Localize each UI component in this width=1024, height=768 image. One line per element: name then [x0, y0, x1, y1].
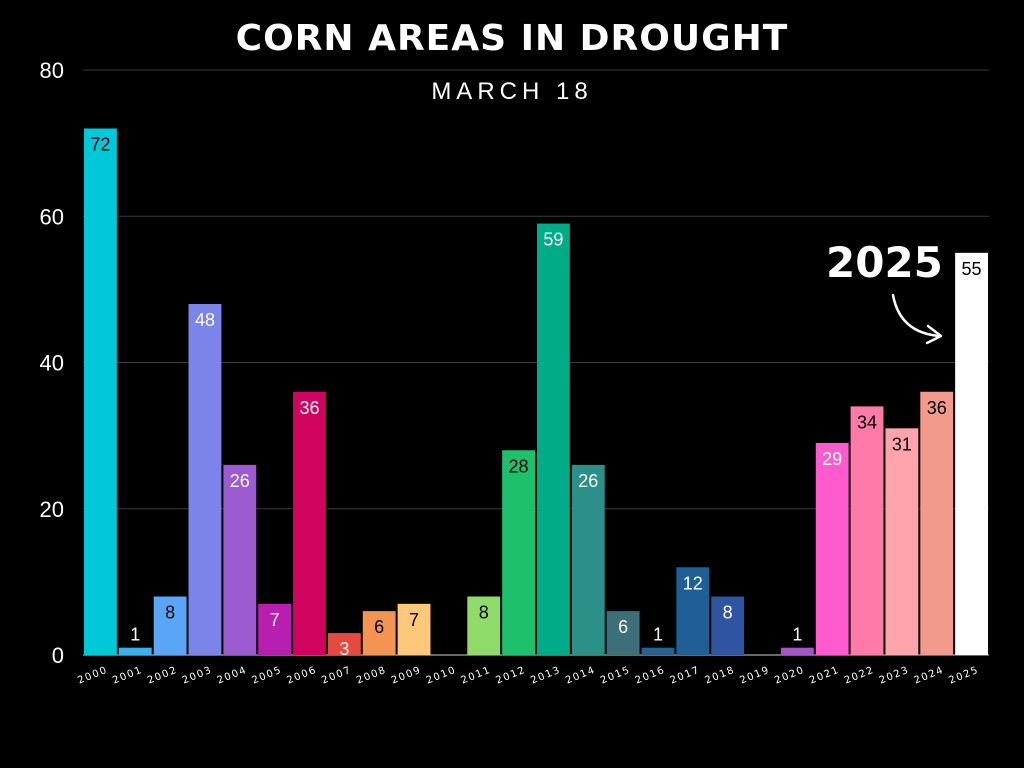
x-tick-label: 2019	[738, 665, 771, 687]
x-tick-label: 2003	[181, 665, 214, 687]
bar-2023	[885, 428, 919, 655]
x-tick-label: 2005	[250, 665, 283, 687]
bar-2014	[571, 464, 605, 655]
x-tick-label: 2020	[773, 665, 806, 687]
data-label-2005: 7	[270, 610, 280, 630]
bar-2003	[188, 304, 222, 655]
bar-2002	[153, 596, 187, 655]
bar-2001	[118, 647, 152, 655]
data-label-2002: 8	[165, 603, 175, 623]
y-tick-label: 20	[40, 497, 64, 522]
bar-2004	[223, 464, 257, 655]
x-tick-label: 2008	[355, 665, 388, 687]
x-tick-label: 2018	[703, 665, 736, 687]
x-tick-label: 2009	[390, 665, 423, 687]
data-label-2025: 55	[962, 259, 982, 279]
x-tick-label: 2007	[320, 665, 353, 687]
data-label-2011: 8	[479, 603, 489, 623]
bar-2017	[676, 567, 710, 655]
data-label-2020: 1	[792, 625, 802, 645]
bar-2013	[537, 223, 570, 655]
bars	[84, 128, 988, 655]
x-tick-label: 2016	[634, 665, 667, 687]
x-tick-label: 2006	[285, 665, 318, 687]
data-label-2012: 28	[509, 456, 529, 476]
data-label-2016: 1	[653, 625, 663, 645]
x-tick-label: 2023	[878, 665, 911, 687]
bar-2000	[84, 128, 117, 655]
highlight-arrowhead-icon	[925, 324, 943, 345]
chart-subtitle: MARCH 18	[431, 78, 593, 105]
bar-2006	[293, 391, 326, 655]
x-tick-label: 2022	[843, 665, 876, 687]
highlight-label: 2025	[826, 238, 943, 287]
bar-2016	[641, 647, 675, 655]
bar-2024	[920, 391, 954, 655]
x-tick-label: 2010	[425, 665, 458, 687]
data-label-2013: 59	[543, 230, 563, 250]
data-label-2000: 72	[90, 135, 110, 155]
bar-2020	[780, 647, 814, 655]
data-label-2008: 6	[374, 617, 384, 637]
data-label-2009: 7	[409, 610, 419, 630]
data-label-2003: 48	[195, 310, 215, 330]
y-tick-label: 60	[40, 204, 64, 229]
y-tick-label: 0	[52, 643, 64, 668]
y-tick-label: 40	[40, 351, 64, 376]
bar-2022	[850, 406, 884, 655]
bar-2015	[606, 611, 640, 655]
x-tick-label: 2002	[146, 665, 179, 687]
x-tick-label: 2017	[669, 665, 702, 687]
data-label-2015: 6	[618, 617, 628, 637]
data-label-2007: 3	[339, 639, 349, 659]
data-label-2018: 8	[723, 603, 733, 623]
bar-2011	[467, 596, 501, 655]
x-tick-label: 2001	[111, 665, 144, 687]
data-label-2006: 36	[299, 398, 319, 418]
chart-title: CORN AREAS IN DROUGHT	[235, 18, 789, 59]
highlight-arrow-icon	[891, 293, 942, 338]
bar-2009	[397, 603, 431, 655]
x-tick-label: 2025	[947, 665, 980, 687]
x-tick-label: 2000	[76, 665, 109, 687]
y-tick-label: 80	[40, 58, 64, 83]
x-tick-label: 2024	[913, 665, 946, 687]
x-tick-label: 2015	[599, 665, 632, 687]
x-tick-label: 2014	[564, 665, 597, 687]
bar-2021	[815, 442, 849, 655]
data-label-2001: 1	[130, 625, 140, 645]
bar-2018	[711, 596, 745, 655]
data-label-2014: 26	[578, 471, 598, 491]
bar-2025	[955, 252, 988, 655]
data-label-2022: 34	[857, 412, 877, 432]
bar-2005	[258, 603, 292, 655]
x-axis-ticks: 2000 2001 2002 2003 2004 2005 2006 2007 2008 2009…	[76, 665, 980, 687]
x-tick-label: 2004	[216, 665, 249, 687]
y-axis-ticks: 0 20 40 60 80	[40, 58, 64, 668]
data-label-2004: 26	[230, 471, 250, 491]
x-tick-label: 2011	[460, 665, 493, 687]
data-label-2021: 29	[822, 449, 842, 469]
data-label-2017: 12	[683, 573, 703, 593]
bar-2007	[327, 633, 361, 655]
x-tick-label: 2021	[808, 665, 841, 687]
bar-2012	[502, 450, 535, 655]
bar-2008	[362, 611, 396, 655]
x-tick-label: 2012	[494, 665, 527, 687]
data-label-2023: 31	[892, 434, 912, 454]
data-label-2024: 36	[927, 398, 947, 418]
x-tick-label: 2013	[529, 665, 562, 687]
